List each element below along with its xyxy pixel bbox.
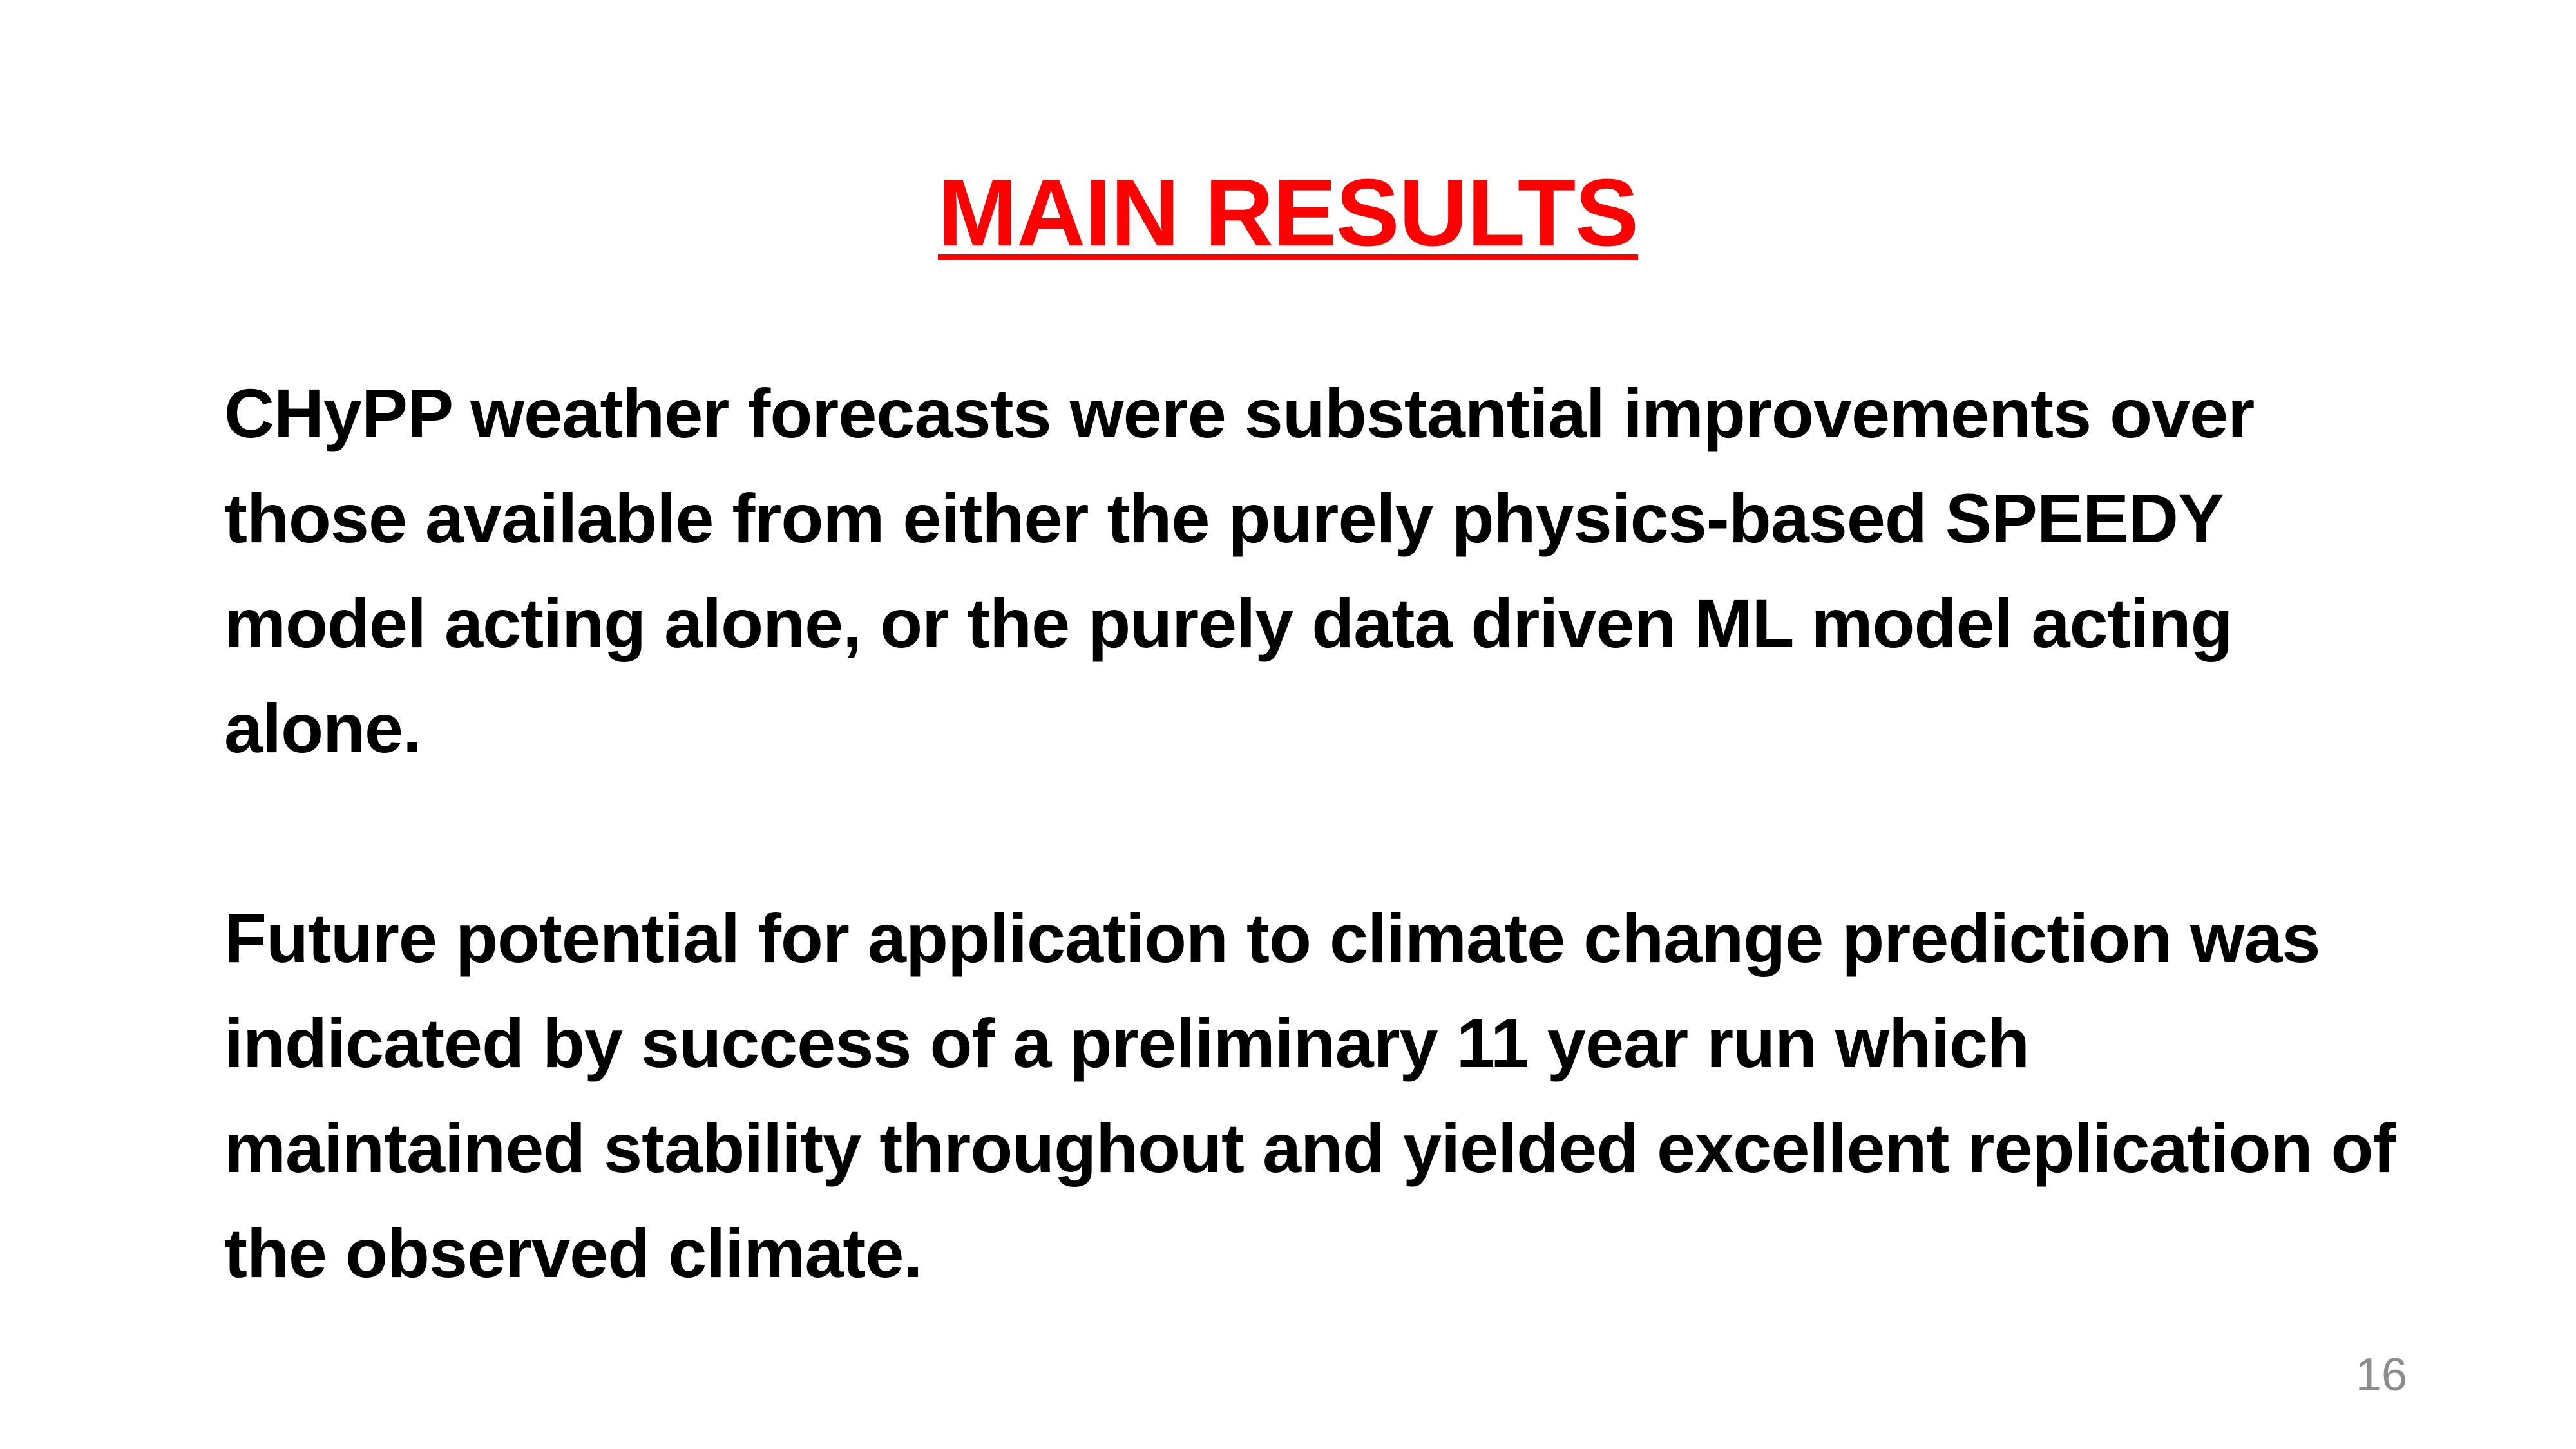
paragraph-climate-prediction: Future potential for application to clim… — [224, 899, 2396, 1292]
slide-title: MAIN RESULTS — [937, 160, 1639, 266]
page-number: 16 — [2355, 1349, 2407, 1401]
paragraph-weather-forecasts: CHyPP weather forecasts were substantial… — [224, 374, 2255, 767]
slide-body: CHyPP weather forecasts were substantial… — [224, 361, 2401, 1305]
